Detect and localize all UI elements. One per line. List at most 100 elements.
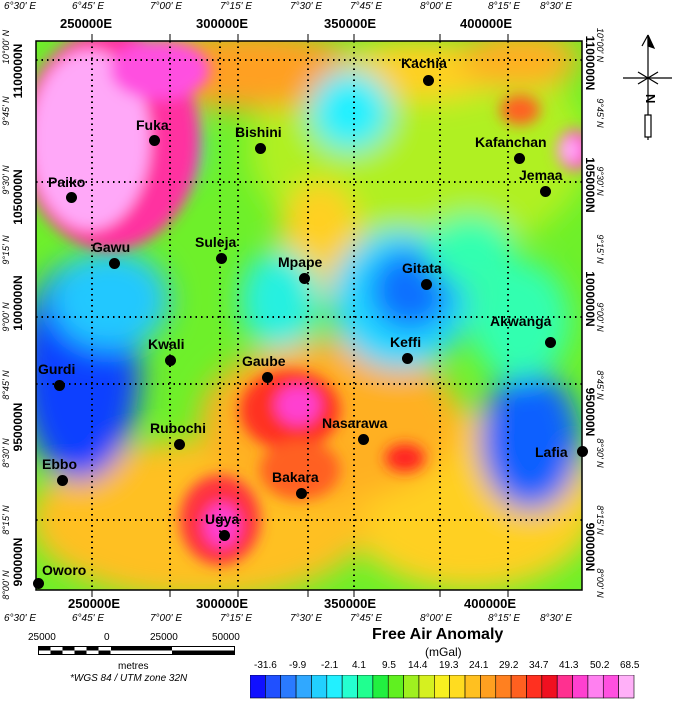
legend-swatch — [265, 675, 282, 699]
legend-swatch — [387, 675, 404, 699]
legend-swatch — [295, 675, 312, 699]
frame-ticks — [91, 34, 509, 597]
town-marker-rubochi[interactable] — [174, 439, 185, 450]
legend-tick-4: 9.5 — [382, 660, 396, 671]
legend-tick-6: 19.3 — [439, 660, 459, 671]
scale-label-2: 25000 — [150, 632, 178, 643]
legend-swatch — [541, 675, 558, 699]
legend-swatch — [434, 675, 450, 699]
bottom-lon-4: 7°30' E — [290, 613, 323, 624]
legend-tick-9: 34.7 — [529, 660, 549, 671]
left-utm-2: 1000000N — [11, 275, 25, 331]
legend-unit: (mGal) — [425, 645, 462, 659]
left-utm-3: 950000N — [11, 402, 25, 452]
left-lat-2: 9°30' N — [1, 165, 11, 195]
left-lat-1: 9°45' N — [1, 96, 11, 126]
town-label-gaube: Gaube — [242, 353, 286, 369]
bottom-lon-8: 8°30' E — [540, 613, 573, 624]
town-marker-kachia[interactable] — [423, 75, 434, 86]
town-marker-kwali[interactable] — [165, 355, 176, 366]
town-marker-gitata[interactable] — [421, 279, 432, 290]
legend-title: Free Air Anomaly — [372, 626, 504, 643]
legend-swatch — [280, 675, 297, 699]
legend-swatch — [418, 675, 435, 699]
town-label-suleja: Suleja — [195, 234, 237, 250]
town-marker-oworo[interactable] — [33, 578, 44, 589]
legend-swatch — [556, 675, 573, 699]
town-label-bishini: Bishini — [235, 124, 282, 140]
legend-color-bar — [250, 675, 635, 699]
town-marker-kafanchan[interactable] — [514, 153, 525, 164]
bottom-utm-1: 300000E — [196, 596, 249, 611]
legend-tick-12: 68.5 — [620, 660, 640, 671]
legend-tick-3: 4.1 — [352, 660, 366, 671]
town-marker-keffi[interactable] — [402, 353, 413, 364]
left-utm-1: 1050000N — [11, 169, 25, 225]
grid-dotted — [36, 41, 582, 590]
legend-tick-0: -31.6 — [254, 660, 277, 671]
legend-swatch — [372, 675, 389, 699]
scale-label-1: 0 — [104, 632, 110, 643]
legend-tick-row: -31.6 -9.9 -2.1 4.1 9.5 14.4 19.3 24.1 2… — [246, 660, 671, 674]
right-lat-4: 9°00' N — [595, 302, 605, 332]
town-marker-bishini[interactable] — [255, 143, 266, 154]
town-marker-bakara[interactable] — [296, 488, 307, 499]
town-label-gurdi: Gurdi — [38, 361, 76, 377]
legend-tick-7: 24.1 — [469, 660, 489, 671]
top-lon-2: 7°00' E — [150, 1, 183, 12]
legend-swatch — [341, 675, 358, 699]
town-marker-ebbo[interactable] — [57, 475, 68, 486]
town-label-keffi: Keffi — [390, 334, 422, 350]
bottom-lon-6: 8°00' E — [420, 613, 453, 624]
town-marker-paiko[interactable] — [66, 192, 77, 203]
town-marker-jemaa[interactable] — [540, 186, 551, 197]
town-label-rubochi: Rubochi — [150, 420, 206, 436]
top-lon-1: 6°45' E — [72, 1, 105, 12]
left-lat-5: 8°45' N — [1, 370, 11, 400]
scale-label-3: 50000 — [212, 632, 240, 643]
anomaly-raster — [36, 41, 582, 590]
bottom-lon-1: 6°45' E — [72, 613, 105, 624]
legend-swatch — [602, 675, 619, 699]
right-lat-2: 9°30' N — [595, 166, 605, 196]
town-marker-gaube[interactable] — [262, 372, 273, 383]
town-marker-nasarawa[interactable] — [358, 434, 369, 445]
top-utm-2: 350000E — [324, 16, 377, 31]
legend-swatch — [480, 675, 497, 699]
town-marker-mpape[interactable] — [299, 273, 310, 284]
town-label-gawu: Gawu — [92, 239, 131, 255]
town-label-lafia: Lafia — [535, 444, 568, 460]
north-label: N — [643, 94, 658, 103]
left-lat-0: 10°00' N — [1, 29, 11, 65]
legend-tick-5: 14.4 — [408, 660, 428, 671]
legend-tick-8: 29.2 — [499, 660, 519, 671]
town-label-kafanchan: Kafanchan — [475, 134, 547, 150]
town-label-gitata: Gitata — [402, 260, 442, 276]
town-label-mpape: Mpape — [278, 254, 323, 270]
town-marker-ugya[interactable] — [219, 530, 230, 541]
right-lat-7: 8°15' N — [595, 505, 605, 535]
town-label-jemaa: Jemaa — [519, 167, 563, 183]
scale-bar — [38, 646, 235, 655]
town-label-kachia: Kachia — [401, 55, 447, 71]
legend-swatch — [357, 675, 374, 699]
legend-swatch — [618, 675, 635, 699]
legend-swatch — [311, 675, 328, 699]
bottom-utm-3: 400000E — [464, 596, 517, 611]
town-marker-suleja[interactable] — [216, 253, 227, 264]
town-marker-gurdi[interactable] — [54, 380, 65, 391]
left-utm-0: 1100000N — [11, 43, 25, 99]
legend-tick-10: 41.3 — [559, 660, 579, 671]
top-utm-0: 250000E — [60, 16, 113, 31]
legend-tick-11: 50.2 — [590, 660, 610, 671]
top-lon-5: 7°45' E — [350, 1, 383, 12]
town-marker-fuka[interactable] — [149, 135, 160, 146]
legend-swatch — [526, 675, 543, 699]
top-lon-6: 8°00' E — [420, 1, 453, 12]
town-marker-lafia[interactable] — [577, 446, 588, 457]
town-marker-gawu[interactable] — [109, 258, 120, 269]
north-arrow-icon: N — [623, 34, 672, 140]
town-marker-akwanga[interactable] — [545, 337, 556, 348]
legend-swatch — [510, 675, 527, 699]
right-lat-8: 8°00' N — [595, 568, 605, 598]
